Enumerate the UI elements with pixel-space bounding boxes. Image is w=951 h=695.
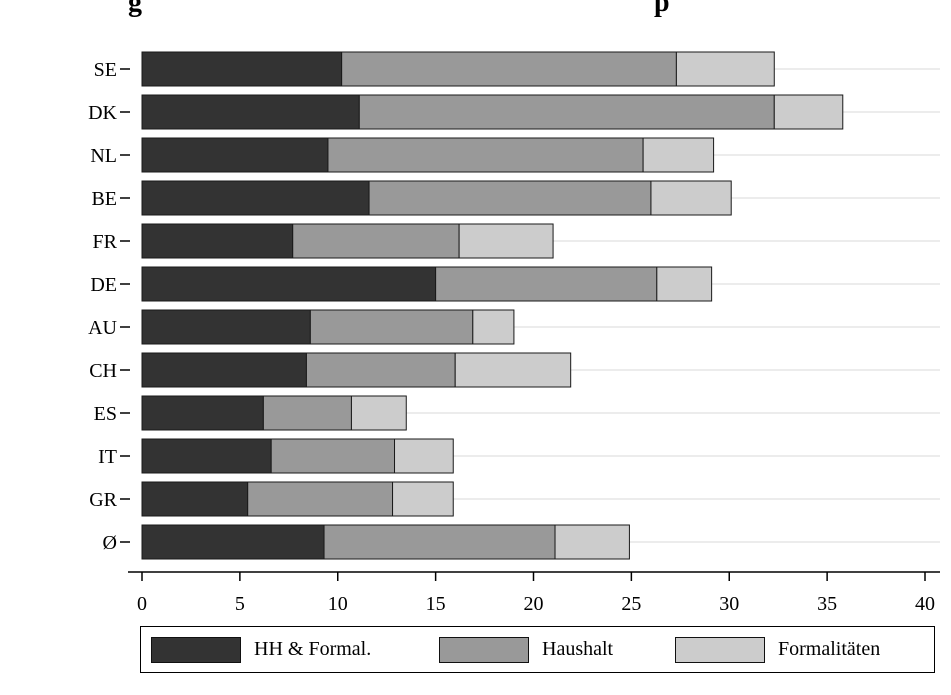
bar-segment-it-2 bbox=[394, 438, 454, 474]
y-tick-label: DE bbox=[90, 274, 117, 296]
bar-segment-be-0 bbox=[141, 180, 370, 216]
y-tick-label: ES bbox=[94, 403, 117, 425]
x-tick-label: 40 bbox=[915, 593, 935, 615]
x-tick-label: 10 bbox=[328, 593, 348, 615]
y-tick-label: SE bbox=[94, 59, 117, 81]
bar-segment-dk-0 bbox=[141, 94, 360, 130]
chart-title-left: g bbox=[128, 0, 142, 18]
bar-segment-gr-0 bbox=[141, 481, 249, 517]
bar-segment-nl-2 bbox=[642, 137, 715, 173]
bar-segment-au-1 bbox=[309, 309, 474, 345]
x-tick-label: 5 bbox=[235, 593, 245, 615]
y-tick-label: DK bbox=[88, 102, 117, 124]
x-tick-label: 25 bbox=[621, 593, 641, 615]
bar-segment-dk-1 bbox=[358, 94, 775, 130]
y-tick-label: FR bbox=[93, 231, 118, 253]
bar-segment-it-1 bbox=[270, 438, 396, 474]
bar-segment-fr-1 bbox=[292, 223, 460, 259]
x-tick-label: 0 bbox=[137, 593, 147, 615]
bar-segment-dk-2 bbox=[773, 94, 844, 130]
x-tick-label: 20 bbox=[524, 593, 544, 615]
legend-label-formalitaeten: Formalitäten bbox=[778, 638, 881, 660]
y-tick-label: AU bbox=[88, 317, 117, 339]
bar-segment-se-1 bbox=[341, 51, 677, 87]
bar-segment-nl-0 bbox=[141, 137, 329, 173]
bar-segment-be-2 bbox=[650, 180, 732, 216]
bar-segment-gr-2 bbox=[392, 481, 454, 517]
bar-segment-fr-0 bbox=[141, 223, 294, 259]
bar-segment-ø-1 bbox=[323, 524, 556, 560]
y-tick-label: CH bbox=[89, 360, 117, 382]
legend-swatch-haushalt bbox=[439, 636, 529, 663]
x-tick-label: 30 bbox=[719, 593, 739, 615]
bar-segment-it-0 bbox=[141, 438, 272, 474]
bar-segment-ch-1 bbox=[305, 352, 456, 388]
legend-item-hh-formal: HH & Formal. bbox=[151, 627, 371, 672]
bar-segment-ch-0 bbox=[141, 352, 307, 388]
x-tick-label: 35 bbox=[817, 593, 837, 615]
bar-segment-ø-2 bbox=[554, 524, 630, 560]
legend-item-haushalt: Haushalt bbox=[439, 627, 613, 672]
bar-segment-ø-0 bbox=[141, 524, 325, 560]
y-tick-label: NL bbox=[90, 145, 117, 167]
bar-segment-de-0 bbox=[141, 266, 437, 302]
bar-segment-au-0 bbox=[141, 309, 311, 345]
bar-chart: SE DK NL BE FR DE AU CH ES IT GR Ø 0 5 10 15 20 25 30 35 40 bbox=[88, 51, 940, 615]
legend-label-haushalt: Haushalt bbox=[542, 638, 614, 660]
bar-segment-es-1 bbox=[262, 395, 352, 431]
y-tick-label: GR bbox=[89, 489, 117, 511]
legend-label-hh-formal: HH & Formal. bbox=[254, 638, 372, 660]
bar-segment-fr-2 bbox=[458, 223, 554, 259]
legend-item-formalitaeten: Formalitäten bbox=[675, 627, 880, 672]
chart-legend: HH & Formal. Haushalt Formalitäten bbox=[140, 626, 935, 673]
bar-segment-gr-1 bbox=[247, 481, 394, 517]
bar-segment-nl-1 bbox=[327, 137, 644, 173]
bar-segment-es-2 bbox=[350, 395, 407, 431]
bar-segment-ch-2 bbox=[454, 352, 572, 388]
bar-segment-de-1 bbox=[435, 266, 658, 302]
bar-segment-be-1 bbox=[368, 180, 652, 216]
y-tick-label: BE bbox=[91, 188, 117, 210]
bar-segment-se-0 bbox=[141, 51, 343, 87]
y-tick-label: Ø bbox=[103, 532, 117, 554]
x-tick-label: 15 bbox=[426, 593, 446, 615]
bar-segment-de-2 bbox=[656, 266, 713, 302]
y-tick-label: IT bbox=[98, 446, 117, 468]
chart-title-right: p bbox=[654, 0, 670, 18]
legend-swatch-hh-formal bbox=[151, 636, 241, 663]
legend-swatch-formalitaeten bbox=[675, 636, 765, 663]
bar-segment-es-0 bbox=[141, 395, 264, 431]
bar-segment-se-2 bbox=[675, 51, 775, 87]
bar-segment-au-2 bbox=[472, 309, 515, 345]
